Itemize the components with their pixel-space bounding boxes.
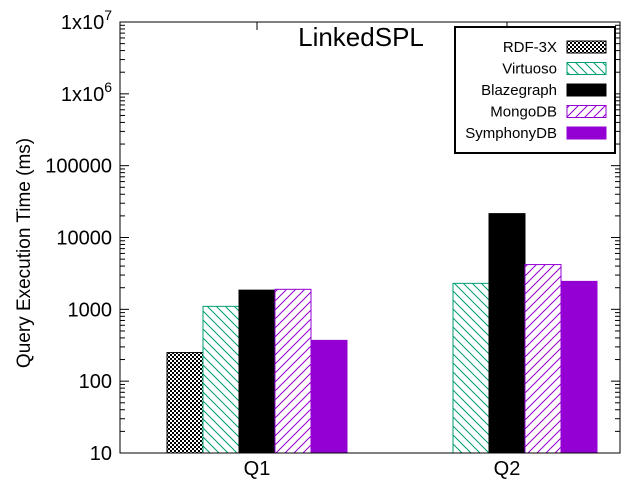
bar-mongodb-q1 (274, 288, 312, 454)
bars-layer (166, 213, 598, 454)
bar-symphonydb-q1 (310, 339, 348, 454)
legend-label-virtuoso: Virtuoso (502, 61, 557, 78)
bar-virtuoso-q1 (202, 305, 240, 454)
legend-swatch-rdf-3x (566, 40, 607, 54)
legend: RDF-3X Virtuoso Blazegraph MongoDB SymphonyD… (454, 26, 616, 154)
y-axis-title: Query Execution Time (ms) (14, 138, 35, 368)
legend-label-blazegraph: Blazegraph (481, 82, 557, 99)
x-tick-label: Q1 (244, 458, 271, 480)
bar-blazegraph-q2 (488, 213, 526, 454)
legend-swatch-symphonydb (566, 126, 607, 140)
bar-virtuoso-q2 (452, 282, 490, 454)
y-tick-label: 10000 (56, 228, 112, 250)
bar-mongodb-q2 (524, 264, 562, 454)
y-tick-label: 1x107 (61, 7, 112, 34)
y-tick-label: 100 (79, 371, 112, 393)
y-tick-label: 1000 (68, 299, 113, 321)
legend-swatch-blazegraph (566, 83, 607, 97)
chart-title: LinkedSPL (298, 22, 424, 52)
bar-rdf-3x-q1 (166, 352, 204, 454)
legend-swatch-virtuoso (566, 62, 607, 75)
y-tick-label: 10 (90, 443, 112, 465)
bar-symphonydb-q2 (560, 280, 598, 454)
legend-label-symphonydb: SymphonyDB (465, 125, 557, 142)
legend-label-rdf-3x: RDF-3X (503, 39, 557, 56)
legend-label-mongodb: MongoDB (490, 104, 557, 121)
bar-blazegraph-q1 (238, 289, 276, 454)
x-tick-label: Q2 (494, 458, 521, 480)
axes-layer: Q1 Q2 10 100 1000 10000 100000 1x106 1x107 (45, 7, 621, 480)
legend-swatch-mongodb (566, 105, 607, 118)
y-tick-label: 1x106 (61, 79, 112, 106)
y-tick-label: 100000 (45, 156, 112, 178)
